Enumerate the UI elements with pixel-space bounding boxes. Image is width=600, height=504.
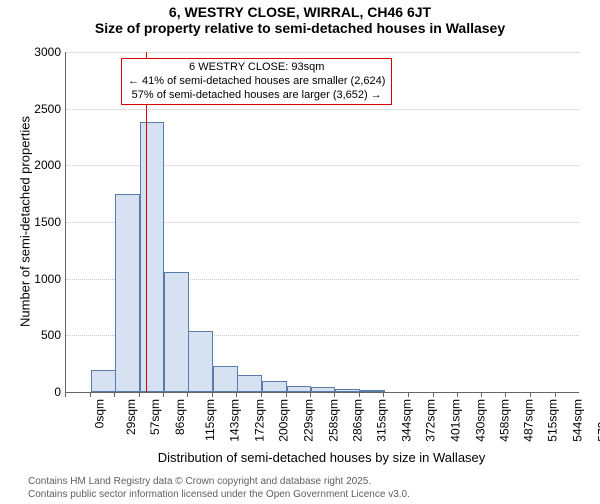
- annotation-line: ← 41% of semi-detached houses are smalle…: [128, 75, 385, 89]
- x-tick-label: 286sqm: [350, 399, 364, 442]
- annotation-line: 6 WESTRY CLOSE: 93sqm: [128, 61, 385, 75]
- x-tick-mark: [236, 392, 237, 397]
- histogram-bar: [164, 272, 189, 392]
- chart-title-main: 6, WESTRY CLOSE, WIRRAL, CH46 6JT: [0, 4, 600, 20]
- chart-title-sub: Size of property relative to semi-detach…: [0, 20, 600, 36]
- x-tick-mark: [90, 392, 91, 397]
- x-tick-mark: [212, 392, 213, 397]
- x-tick-label: 401sqm: [449, 399, 463, 442]
- histogram-bar: [213, 366, 238, 392]
- x-tick-label: 115sqm: [203, 399, 217, 441]
- x-tick-label: 372sqm: [424, 399, 438, 442]
- x-tick-label: 29sqm: [124, 399, 138, 435]
- x-tick-label: 57sqm: [148, 399, 162, 435]
- histogram-bar: [188, 331, 213, 392]
- x-tick-mark: [555, 392, 556, 397]
- y-tick-label: 3000: [4, 45, 61, 59]
- x-tick-label: 315sqm: [375, 399, 389, 442]
- x-tick-mark: [530, 392, 531, 397]
- x-tick-mark: [310, 392, 311, 397]
- annotation-line: 57% of semi-detached houses are larger (…: [128, 89, 385, 103]
- x-tick-mark: [433, 392, 434, 397]
- x-tick-label: 200sqm: [277, 399, 291, 442]
- x-axis-ticks: 0sqm 29sqm 57sqm 86sqm 115sqm 143sqm 172sqm 200…: [65, 392, 578, 452]
- x-tick-mark: [163, 392, 164, 397]
- x-tick-label: 344sqm: [400, 399, 414, 442]
- x-tick-label: 172sqm: [253, 399, 267, 442]
- x-axis-label: Distribution of semi-detached houses by …: [65, 450, 578, 465]
- y-tick-label: 2000: [4, 158, 61, 172]
- x-tick-label: 458sqm: [497, 399, 511, 442]
- histogram-bar: [115, 194, 140, 392]
- x-tick-mark: [286, 392, 287, 397]
- attribution-line-2: Contains public sector information licen…: [28, 489, 410, 502]
- x-tick-mark: [457, 392, 458, 397]
- histogram-bar: [262, 381, 287, 392]
- x-tick-label: 258sqm: [326, 399, 340, 442]
- x-tick-mark: [359, 392, 360, 397]
- histogram-chart: 6, WESTRY CLOSE, WIRRAL, CH46 6JT Size o…: [0, 4, 600, 504]
- x-tick-mark: [187, 392, 188, 397]
- y-tick-label: 500: [4, 328, 61, 342]
- x-tick-mark: [114, 392, 115, 397]
- x-tick-mark: [261, 392, 262, 397]
- histogram-bar: [237, 375, 262, 392]
- plot-area: 6 WESTRY CLOSE: 93sqm← 41% of semi-detac…: [65, 52, 579, 393]
- y-tick-label: 1000: [4, 272, 61, 286]
- annotation-box: 6 WESTRY CLOSE: 93sqm← 41% of semi-detac…: [121, 58, 392, 105]
- y-tick-label: 2500: [4, 102, 61, 116]
- gridline: [66, 52, 579, 53]
- x-tick-mark: [334, 392, 335, 397]
- attribution-text: Contains HM Land Registry data © Crown c…: [28, 476, 410, 501]
- y-axis-ticks: 050010001500200025003000: [0, 52, 65, 392]
- y-tick-label: 1500: [4, 215, 61, 229]
- x-tick-mark: [481, 392, 482, 397]
- x-tick-mark: [65, 392, 66, 397]
- x-tick-label: 573sqm: [596, 399, 600, 442]
- x-tick-label: 86sqm: [173, 399, 187, 435]
- histogram-bar: [140, 122, 165, 392]
- x-tick-mark: [408, 392, 409, 397]
- x-tick-label: 229sqm: [301, 399, 315, 442]
- x-tick-mark: [383, 392, 384, 397]
- x-tick-label: 544sqm: [571, 399, 585, 442]
- attribution-line-1: Contains HM Land Registry data © Crown c…: [28, 476, 410, 489]
- x-tick-label: 143sqm: [228, 399, 242, 442]
- x-tick-label: 0sqm: [92, 399, 106, 428]
- x-tick-label: 430sqm: [473, 399, 487, 442]
- histogram-bar: [91, 370, 116, 392]
- x-tick-label: 515sqm: [546, 399, 560, 442]
- x-tick-mark: [505, 392, 506, 397]
- y-tick-label: 0: [4, 385, 61, 399]
- x-tick-label: 487sqm: [522, 399, 536, 442]
- x-tick-mark: [139, 392, 140, 397]
- gridline: [66, 109, 579, 110]
